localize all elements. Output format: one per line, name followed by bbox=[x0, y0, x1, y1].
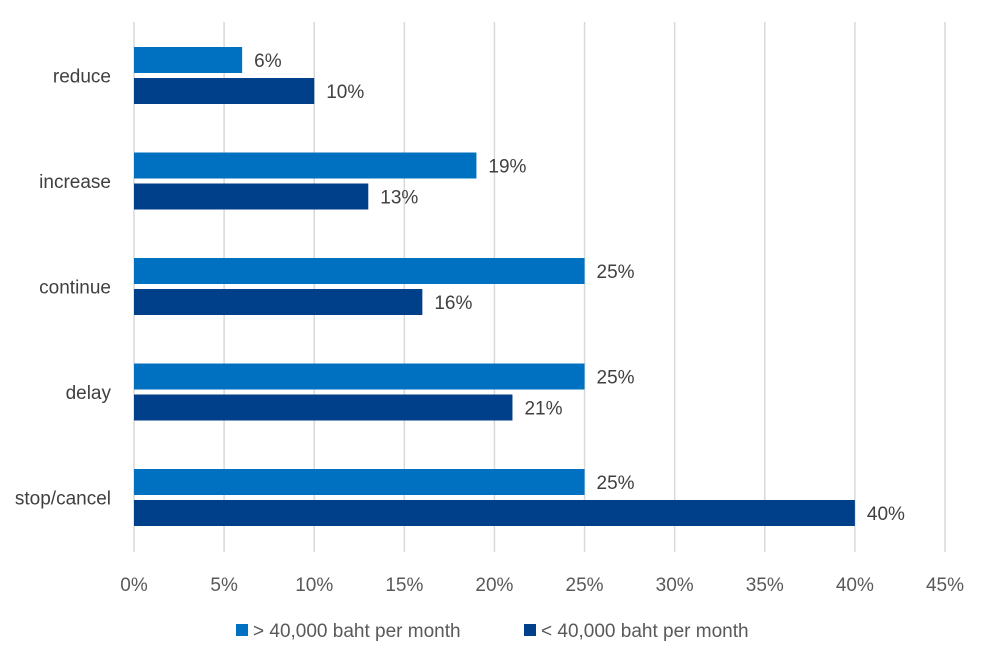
value-axis: 0% 5% 10% 15% 20% 25% 30% 35% 40% 45% bbox=[120, 575, 964, 596]
data-label: 25% bbox=[597, 262, 635, 283]
data-label: 21% bbox=[524, 399, 562, 420]
x-tick-label: 25% bbox=[566, 575, 604, 596]
category-axis: reduce increase continue delay stop/cancel bbox=[15, 67, 112, 510]
data-labels: 6% 10% 19% 13% 25% 16% 25% 21% 25% 40% bbox=[254, 51, 905, 525]
data-label: 16% bbox=[434, 293, 472, 314]
x-tick-label: 5% bbox=[210, 575, 238, 596]
bar-continue-series-1 bbox=[134, 258, 585, 284]
category-label: increase bbox=[39, 172, 111, 193]
x-tick-label: 0% bbox=[120, 575, 148, 596]
data-label: 25% bbox=[597, 368, 635, 389]
x-tick-label: 20% bbox=[475, 575, 513, 596]
x-tick-label: 40% bbox=[836, 575, 874, 596]
legend-swatch-series-2 bbox=[524, 624, 536, 636]
bar-reduce-series-2 bbox=[134, 78, 315, 104]
bar-stop-cancel-series-1 bbox=[134, 469, 585, 495]
data-label: 6% bbox=[254, 51, 282, 72]
x-tick-label: 10% bbox=[295, 575, 333, 596]
data-label: 10% bbox=[326, 82, 364, 103]
gridlines bbox=[133, 22, 946, 552]
data-label: 19% bbox=[488, 157, 526, 178]
category-label: continue bbox=[39, 278, 111, 299]
bar-increase-series-2 bbox=[134, 183, 369, 210]
legend-label-series-2: < 40,000 baht per month bbox=[541, 621, 749, 642]
bar-reduce-series-1 bbox=[134, 47, 243, 73]
x-tick-label: 45% bbox=[926, 575, 964, 596]
data-label: 13% bbox=[380, 188, 418, 209]
category-label: reduce bbox=[53, 67, 111, 88]
legend: > 40,000 baht per month < 40,000 baht per… bbox=[236, 621, 749, 642]
bar-stop-cancel-series-2 bbox=[134, 500, 855, 526]
bar-delay-series-2 bbox=[134, 394, 513, 421]
bars bbox=[134, 47, 855, 526]
x-tick-label: 15% bbox=[385, 575, 423, 596]
category-label: stop/cancel bbox=[15, 489, 111, 510]
bar-delay-series-1 bbox=[134, 363, 585, 390]
bar-increase-series-1 bbox=[134, 152, 477, 179]
data-label: 25% bbox=[597, 473, 635, 494]
bar-continue-series-2 bbox=[134, 289, 423, 315]
category-label: delay bbox=[66, 383, 112, 404]
legend-swatch-series-1 bbox=[236, 624, 248, 636]
data-label: 40% bbox=[867, 504, 905, 525]
x-tick-label: 30% bbox=[656, 575, 694, 596]
legend-label-series-1: > 40,000 baht per month bbox=[253, 621, 461, 642]
x-tick-label: 35% bbox=[746, 575, 784, 596]
